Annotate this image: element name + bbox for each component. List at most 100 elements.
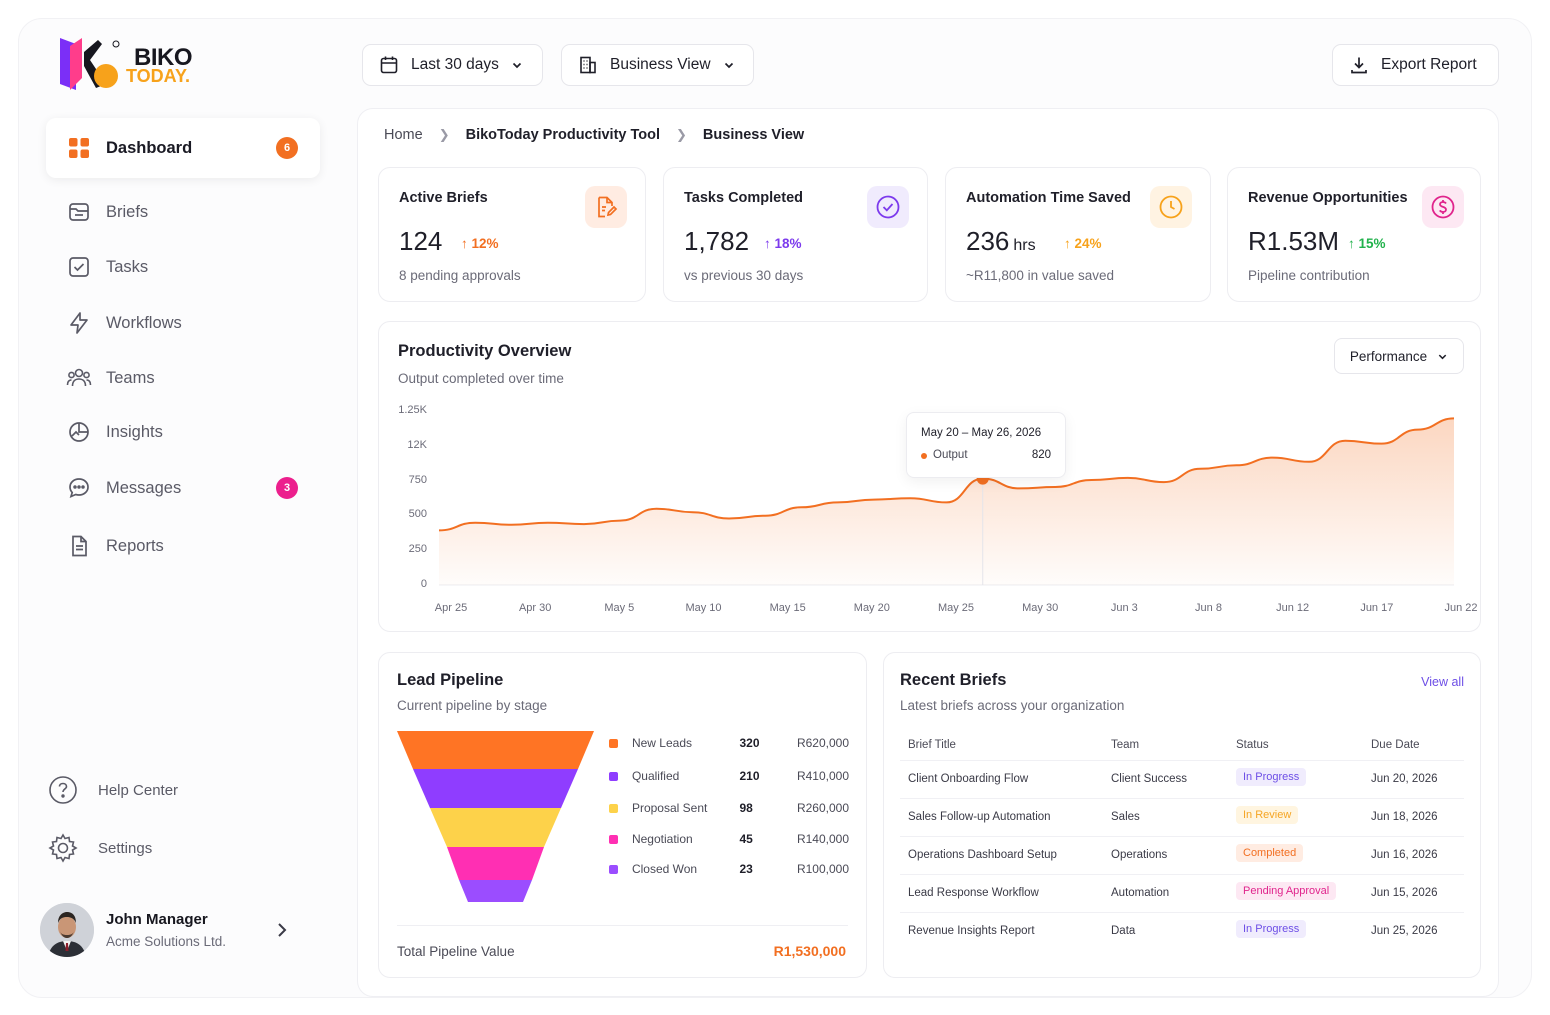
sidebar-item-reports[interactable]: Reports <box>46 516 320 576</box>
kpi-value: R1.53M <box>1248 226 1340 256</box>
funnel-stage-qualified[interactable] <box>413 769 578 808</box>
output-area-chart[interactable] <box>379 322 1482 633</box>
y-tick: 500 <box>408 508 427 520</box>
sidebar-item-tasks[interactable]: Tasks <box>46 237 320 297</box>
chevron-right-icon[interactable] <box>274 922 290 938</box>
document-edit-icon <box>585 186 627 228</box>
lead-pipeline-card: Lead Pipeline Current pipeline by stage … <box>378 652 867 978</box>
logo-mark-icon <box>60 38 120 90</box>
building-icon <box>578 55 598 75</box>
sidebar-item-teams[interactable]: Teams <box>46 348 320 408</box>
kpi-delta: ↑ 18% <box>764 236 802 251</box>
brand-logo[interactable]: BIKO TODAY. <box>58 32 208 94</box>
output-series-line <box>438 417 1455 532</box>
table-row[interactable]: Sales Follow-up Automation Sales In Revi… <box>900 798 1464 836</box>
user-profile[interactable]: John Manager Acme Solutions Ltd. <box>40 900 310 960</box>
column-header-status: Status <box>1236 739 1269 751</box>
sidebar-item-label: Briefs <box>106 202 149 221</box>
kpi-title: Revenue Opportunities <box>1248 190 1408 206</box>
breadcrumb-separator-icon: ❯ <box>676 127 687 142</box>
funnel-stage-proposal-sent[interactable] <box>430 808 561 847</box>
status-badge: Completed <box>1236 844 1304 862</box>
stage-name: Proposal Sent <box>631 801 708 815</box>
settings-label: Settings <box>98 839 153 857</box>
team-cell: Client Success <box>1111 773 1188 785</box>
due-date-cell: Jun 18, 2026 <box>1371 811 1438 823</box>
sidebar-item-workflows[interactable]: Workflows <box>46 293 320 353</box>
sidebar-item-briefs[interactable]: Briefs <box>46 182 320 242</box>
download-icon <box>1349 55 1369 75</box>
stage-count: 320 <box>739 736 760 750</box>
pipeline-legend-row: New Leads 320 R620,000 <box>609 733 849 753</box>
brand-line2: TODAY. <box>126 66 191 86</box>
brand-line1: BIKO <box>134 44 193 71</box>
view-select[interactable]: Business View <box>561 44 754 86</box>
status-badge: In Progress <box>1236 768 1307 786</box>
column-header-title: Brief Title <box>908 739 956 751</box>
settings-link[interactable]: Settings <box>48 830 152 866</box>
view-all-link[interactable]: View all <box>1421 675 1464 689</box>
x-tick: Jun 8 <box>1195 602 1222 614</box>
funnel-chart[interactable] <box>397 731 597 903</box>
kpi-subtext: ~R11,800 in value saved <box>966 268 1114 283</box>
date-range-select[interactable]: Last 30 days <box>362 44 543 86</box>
funnel-stage-closed-won[interactable] <box>459 880 532 902</box>
metric-select[interactable]: Performance <box>1334 338 1464 374</box>
chevron-down-icon <box>511 59 523 71</box>
pipeline-total-value: R1,530,000 <box>773 943 846 959</box>
notification-badge: 6 <box>276 137 298 159</box>
kpi-card-tasks-completed[interactable]: Tasks Completed 1,782 ↑ 18% vs previous … <box>663 167 928 302</box>
productivity-overview-card: Productivity Overview Output completed o… <box>378 321 1481 632</box>
sidebar-item-label: Insights <box>106 422 163 441</box>
pipeline-total-label: Total Pipeline Value <box>397 944 515 959</box>
sidebar-item-label: Workflows <box>106 313 182 332</box>
help-center-link[interactable]: Help Center <box>48 772 178 808</box>
kpi-subtext: Pipeline contribution <box>1248 268 1370 283</box>
stage-name: Negotiation <box>631 832 693 846</box>
export-report-button[interactable]: Export Report <box>1332 44 1499 86</box>
tooltip-series-dot <box>921 453 927 459</box>
pipeline-title: Lead Pipeline <box>397 671 504 689</box>
table-row[interactable]: Lead Response Workflow Automation Pendin… <box>900 874 1464 912</box>
funnel-stage-new-leads[interactable] <box>397 731 594 769</box>
sidebar-item-label: Messages <box>106 478 182 497</box>
team-icon <box>66 365 92 391</box>
table-row[interactable]: Client Onboarding Flow Client Success In… <box>900 760 1464 798</box>
dollar-circle-icon <box>1422 186 1464 228</box>
gear-icon <box>48 833 78 863</box>
user-name: John Manager <box>106 911 208 928</box>
stage-count: 45 <box>739 832 753 846</box>
breadcrumb-tool[interactable]: BikoToday Productivity Tool <box>465 127 661 143</box>
lightning-icon <box>66 310 92 336</box>
brief-icon <box>66 199 92 225</box>
funnel-stage-negotiation[interactable] <box>447 847 544 880</box>
x-tick: May 15 <box>769 602 806 614</box>
x-tick: Apr 30 <box>518 602 552 614</box>
sidebar-item-insights[interactable]: Insights <box>46 402 320 462</box>
due-date-cell: Jun 15, 2026 <box>1371 887 1438 899</box>
tooltip-range: May 20 – May 26, 2026 <box>921 427 1042 439</box>
tooltip-value: 820 <box>1031 449 1051 461</box>
sidebar-item-label: Dashboard <box>106 138 193 157</box>
team-cell: Data <box>1111 925 1136 937</box>
x-tick: May 20 <box>853 602 890 614</box>
tooltip-series: Output <box>933 449 968 461</box>
status-badge: In Progress <box>1236 920 1307 938</box>
table-row[interactable]: Revenue Insights Report Data In Progress… <box>900 912 1464 950</box>
kpi-card-revenue[interactable]: Revenue Opportunities R1.53M ↑ 15% Pipel… <box>1227 167 1481 302</box>
breadcrumb-separator-icon: ❯ <box>438 127 450 142</box>
kpi-card-automation-time[interactable]: Automation Time Saved 236 hrs ↑ 24% ~R11,… <box>945 167 1211 302</box>
sidebar-item-messages[interactable]: Messages 3 <box>46 458 320 518</box>
kpi-value: 236 hrs <box>966 226 1036 256</box>
breadcrumb-home[interactable]: Home <box>384 127 423 143</box>
notification-badge: 3 <box>276 477 298 499</box>
stage-count: 98 <box>739 801 753 815</box>
pipeline-subtitle: Current pipeline by stage <box>397 698 548 713</box>
overview-title: Productivity Overview <box>398 342 572 360</box>
stage-amount: R140,000 <box>796 832 849 846</box>
checkbox-icon <box>66 254 92 280</box>
export-label: Export Report <box>1381 56 1477 73</box>
table-row[interactable]: Operations Dashboard Setup Operations Co… <box>900 836 1464 874</box>
kpi-card-active-briefs[interactable]: Active Briefs 124 ↑ 12% 8 pending approv… <box>378 167 646 302</box>
sidebar-item-dashboard[interactable]: Dashboard 6 <box>46 118 320 178</box>
